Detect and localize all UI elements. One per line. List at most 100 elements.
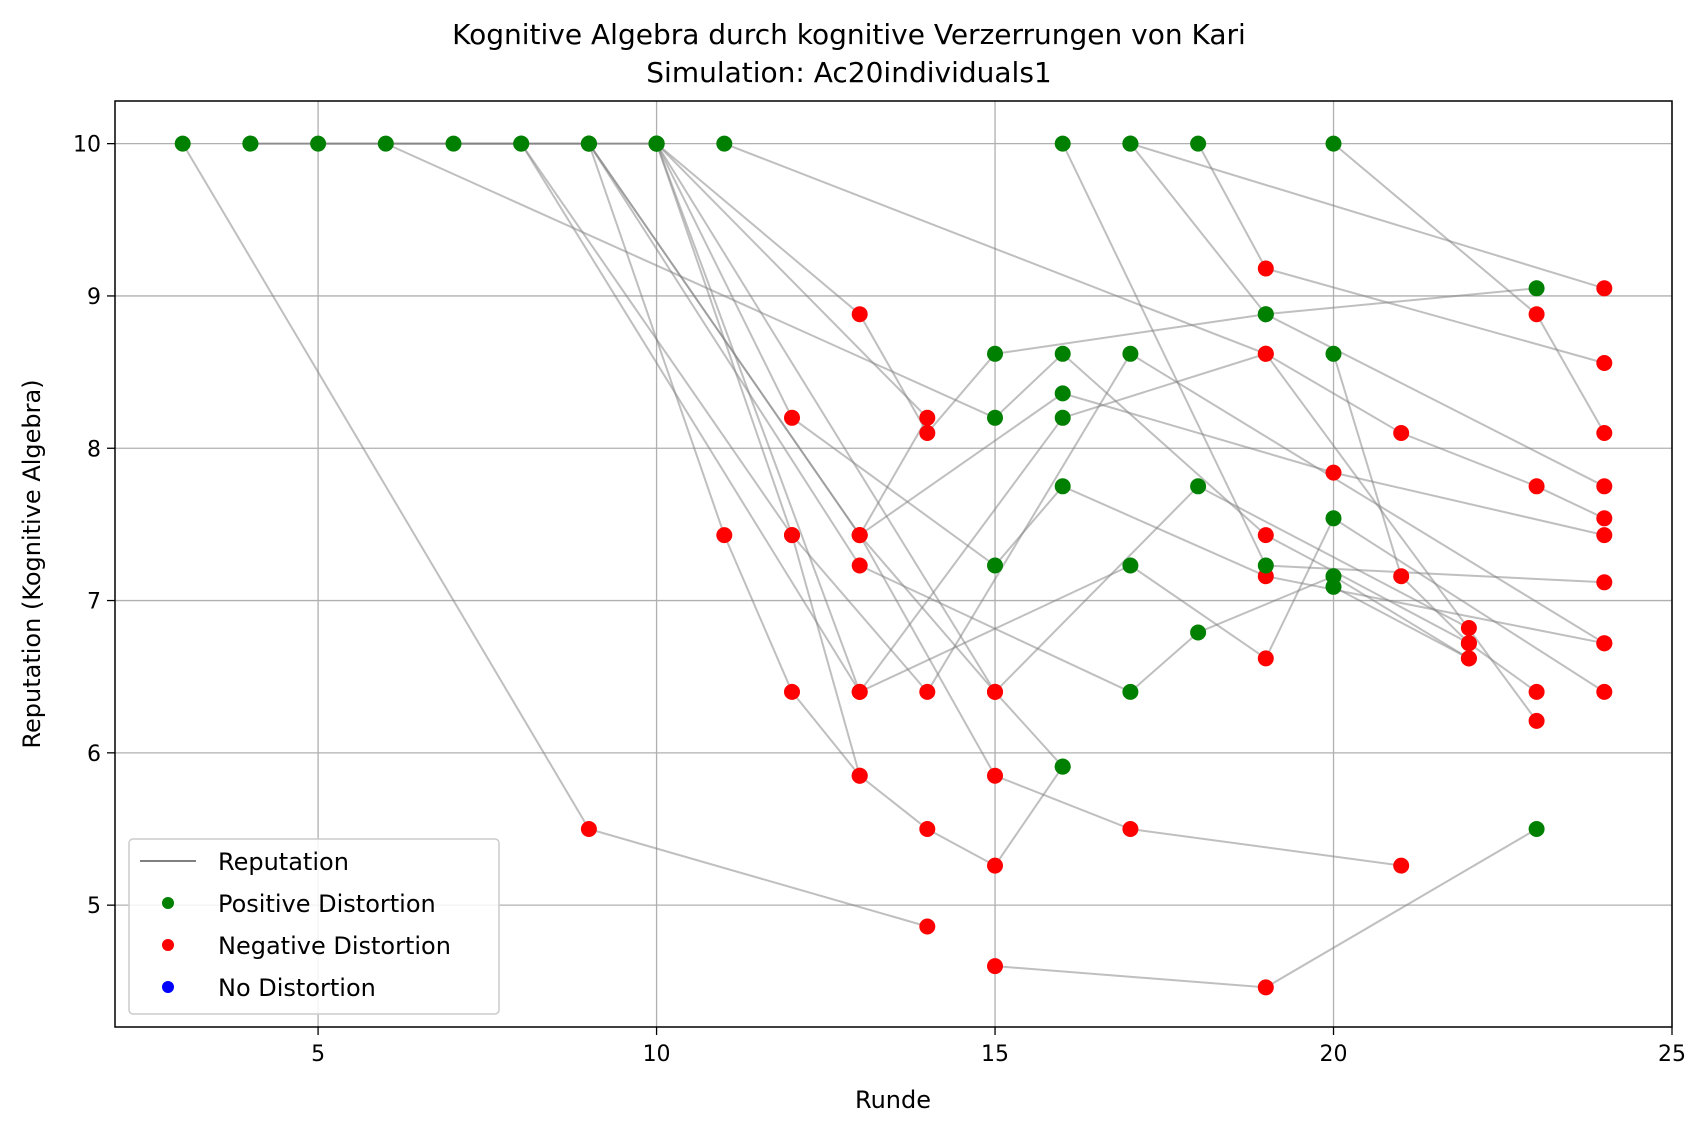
reputation-line-21: [1332, 353, 1538, 693]
data-point-14-2: [1393, 425, 1410, 441]
data-points: [174, 135, 1613, 996]
data-point-15-0: [987, 958, 1003, 975]
reputation-line-5: [453, 142, 1605, 645]
data-point-16-0: [1054, 135, 1071, 152]
data-point-6-0: [513, 135, 530, 152]
data-point-6-3: [919, 821, 936, 837]
data-point-13-0: [648, 135, 665, 152]
data-point-13-1: [784, 527, 800, 544]
data-point-12-3: [1460, 620, 1477, 636]
data-point-15-2: [1528, 821, 1545, 837]
data-point-7-2: [784, 683, 800, 700]
data-point-17-2: [1596, 478, 1613, 495]
data-point-18-1: [1596, 280, 1613, 297]
reputation-line-22: [1333, 585, 1470, 660]
plot-frame: [114, 100, 1673, 1028]
x-axis-label: Runde: [855, 1086, 931, 1114]
data-point-0-1: [580, 821, 597, 837]
legend-label: Reputation: [218, 848, 349, 876]
data-point-11-2: [1122, 557, 1139, 574]
y-tick-label: 7: [87, 590, 101, 615]
data-point-3-5: [1528, 712, 1545, 729]
reputation-line-10: [655, 142, 1402, 867]
data-point-11-1: [851, 683, 868, 700]
data-point-0-2: [919, 918, 936, 935]
data-point-4-0: [377, 135, 394, 152]
data-point-10-3: [987, 767, 1003, 784]
data-point-21-2: [1460, 635, 1477, 652]
legend-label: No Distortion: [218, 974, 376, 1002]
y-tick-label: 6: [87, 742, 101, 767]
data-point-20-1: [1528, 306, 1545, 323]
data-point-15-1: [1257, 979, 1274, 996]
data-point-0-0: [174, 135, 191, 152]
x-tick-label: 25: [1658, 1042, 1686, 1067]
x-tick-label: 15: [981, 1042, 1009, 1067]
data-point-7-3: [851, 767, 868, 784]
reputation-line-14: [723, 142, 1605, 520]
data-point-9-1: [851, 557, 868, 574]
data-point-7-1: [716, 527, 733, 544]
data-point-5-4: [1054, 478, 1071, 495]
y-axis-label: Reputation (Kognitive Algebra): [18, 379, 46, 748]
data-point-18-0: [1122, 135, 1139, 152]
data-point-8-3: [1325, 464, 1342, 481]
reputation-line-6: [520, 143, 1064, 867]
data-point-4-1: [987, 409, 1003, 426]
data-point-14-1: [1257, 345, 1274, 362]
data-point-4-2: [1054, 345, 1071, 362]
x-tick-label: 5: [311, 1042, 325, 1067]
data-point-21-0: [1325, 345, 1342, 362]
data-point-9-0: [580, 135, 597, 152]
data-point-11-5: [1596, 683, 1613, 700]
reputation-line-18: [1130, 142, 1605, 290]
legend-point-marker: [162, 981, 174, 993]
data-point-2-6: [1528, 280, 1545, 297]
x-tick-label: 20: [1320, 1042, 1348, 1067]
legend-label: Positive Distortion: [218, 890, 436, 918]
data-point-12-2: [1190, 478, 1207, 495]
data-point-10-1: [919, 409, 936, 426]
data-point-10-2: [851, 527, 868, 544]
data-point-21-1: [1393, 568, 1410, 585]
y-tick-label: 9: [87, 285, 101, 310]
legend-box: [128, 838, 500, 1015]
data-point-9-2: [1122, 683, 1139, 700]
data-point-8-4: [1596, 527, 1613, 544]
legend-point-marker: [162, 939, 174, 951]
data-point-14-3: [1528, 478, 1545, 495]
data-point-5-0: [445, 135, 462, 152]
data-point-11-3: [1257, 650, 1274, 667]
y-tick-label: 5: [87, 894, 101, 919]
data-point-11-4: [1325, 510, 1342, 527]
data-point-5-2: [784, 409, 800, 426]
legend-point-marker: [162, 897, 174, 909]
reputation-line-0: [181, 143, 928, 928]
data-point-2-2: [851, 306, 868, 323]
reputation-line-9: [588, 143, 1470, 694]
data-point-21-3: [1528, 683, 1545, 700]
data-point-16-1: [1257, 557, 1274, 574]
data-point-9-3: [1190, 624, 1207, 641]
data-point-4-3: [1257, 527, 1274, 544]
data-point-10-5: [1393, 857, 1410, 874]
data-point-5-3: [987, 557, 1003, 574]
chart-subtitle: Simulation: Ac20individuals1: [646, 56, 1051, 89]
data-point-14-4: [1596, 510, 1613, 527]
legend: Reputation Positive Distortion Negative Di…: [128, 838, 500, 1015]
data-point-2-0: [242, 135, 259, 152]
data-point-19-1: [1257, 260, 1274, 277]
data-point-22-1: [1460, 650, 1477, 667]
y-tick-label: 8: [87, 437, 101, 462]
reputation-line-11: [655, 143, 1605, 694]
data-point-13-4: [1596, 635, 1613, 652]
data-point-19-2: [1596, 355, 1613, 371]
data-point-14-0: [716, 135, 733, 152]
data-point-19-0: [1190, 135, 1207, 152]
x-tick-label: 10: [643, 1042, 671, 1067]
chart-title: Kognitive Algebra durch kognitive Verzer…: [452, 18, 1246, 51]
data-point-10-4: [1122, 821, 1139, 837]
data-point-20-2: [1596, 425, 1613, 441]
data-point-22-0: [1325, 578, 1342, 595]
